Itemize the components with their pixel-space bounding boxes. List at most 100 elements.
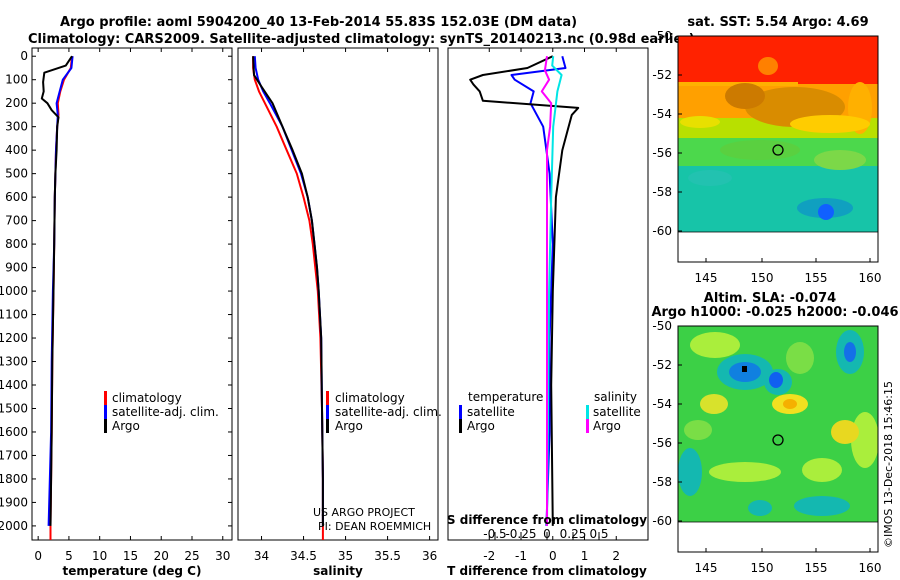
legend-argo: Argo — [335, 419, 363, 433]
depth-tick-label: 0 — [20, 49, 28, 63]
depth-tick-label: 1800 — [0, 472, 28, 486]
series-line-s-argo — [540, 56, 553, 526]
lat-tick-label: -50 — [652, 319, 672, 333]
x-tick-label: 36 — [422, 549, 437, 563]
salinity-panel: 34 34.5 35 35.5 36 salinity climatology sate… — [237, 47, 442, 578]
figure-title-line1: Argo profile: aoml 5904200_40 13-Feb-201… — [60, 15, 577, 30]
sla-map: Altim. SLA: -0.074 Argo h1000: -0.025 h2… — [651, 291, 898, 575]
series-line-t-argo — [469, 55, 580, 526]
t-difference-xlabel: T difference from climatology — [447, 564, 647, 578]
series-line-t-satellite — [510, 55, 567, 526]
legend-satellite: satellite-adj. clim. — [335, 405, 442, 419]
lon-tick-label: 155 — [805, 271, 828, 285]
legend-s-argo: Argo — [593, 419, 621, 433]
legend-satellite: satellite-adj. clim. — [112, 405, 219, 419]
temperature-series — [40, 55, 74, 540]
temperature-x-axis: 0 5 10 15 20 25 30 — [34, 48, 230, 563]
salinity-legend: climatology satellite-adj. clim. Argo — [326, 391, 442, 433]
sst-lon-ticks: 145 150 155 160 — [695, 258, 882, 285]
x-tick-label: 15 — [123, 549, 138, 563]
lon-tick-label: 150 — [751, 271, 774, 285]
s-difference-label: S difference from climatology — [447, 513, 647, 527]
series-line-s-satellite — [546, 56, 563, 526]
temperature-panel: 0100200300400500600700800900100011001200… — [0, 47, 648, 578]
depth-tick-label: 200 — [5, 96, 28, 110]
legend-salinity-title: salinity — [594, 390, 637, 404]
sst-map-title: sat. SST: 5.54 Argo: 4.69 — [687, 15, 868, 30]
x-tick-label: -1 — [515, 549, 527, 563]
s-x-tick-label: 0.25 — [560, 527, 587, 541]
sla-field — [678, 326, 878, 523]
legend-swatch-s-argo — [586, 419, 589, 433]
lat-tick-label: -56 — [652, 436, 672, 450]
lat-tick-label: -58 — [652, 475, 672, 489]
legend-swatch-t-argo — [459, 419, 462, 433]
sla-map-title2: Argo h1000: -0.025 h2000: -0.046 — [651, 305, 898, 320]
depth-tick-label: 1500 — [0, 401, 28, 415]
sst-lat-ticks: -50 -52 -54 -56 -58 -60 — [652, 29, 682, 238]
x-tick-label: 35 — [338, 549, 353, 563]
temperature-xlabel: temperature (deg C) — [63, 564, 202, 578]
legend-swatch-t-satellite — [459, 405, 462, 419]
depth-tick-label: 700 — [5, 214, 28, 228]
lat-tick-label: -58 — [652, 185, 672, 199]
x-tick-label: 30 — [215, 549, 230, 563]
x-tick-label: 25 — [184, 549, 199, 563]
series-line-argo — [252, 56, 324, 526]
x-tick-label: 20 — [154, 549, 169, 563]
lon-tick-label: 145 — [695, 561, 718, 575]
x-tick-label: -2 — [483, 549, 495, 563]
x-tick-label: 1 — [581, 549, 589, 563]
legend-swatch-satellite — [326, 405, 329, 419]
legend-climatology: climatology — [335, 391, 405, 405]
s-difference-x-axis: -0.5-0.25 0 0.25 0.5 — [483, 527, 608, 541]
series-line-argo — [40, 55, 73, 526]
legend-s-satellite: satellite — [593, 405, 641, 419]
depth-tick-label: 1100 — [0, 308, 28, 322]
sla-lat-ticks: -50 -52 -54 -56 -58 -60 — [652, 319, 682, 528]
lon-tick-label: 160 — [859, 271, 882, 285]
sst-map: sat. SST: 5.54 Argo: 4.69 -50-52-54- — [652, 15, 881, 285]
s-x-tick-label: -0.5 — [483, 527, 506, 541]
sla-lon-ticks: 145 150 155 160 — [695, 548, 881, 575]
sst-field — [678, 36, 878, 233]
difference-series — [469, 55, 580, 526]
depth-tick-label: 1300 — [0, 355, 28, 369]
x-tick-label: 35.5 — [374, 549, 401, 563]
depth-tick-label: 2000 — [0, 519, 28, 533]
legend-swatch-s-satellite — [586, 405, 589, 419]
x-tick-label: 34.5 — [290, 549, 317, 563]
pi-label: PI: DEAN ROEMMICH — [318, 520, 431, 533]
depth-tick-label: 1900 — [0, 495, 28, 509]
legend-t-satellite: satellite — [467, 405, 515, 419]
depth-tick-label: 300 — [5, 120, 28, 134]
x-tick-label: 0 — [549, 549, 557, 563]
depth-tick-label: 1000 — [0, 284, 28, 298]
x-tick-label: 10 — [92, 549, 107, 563]
difference-panel: -2 -1 0 1 2 -0.5-0.25 0 0.25 0.5 S difference f… — [447, 47, 649, 578]
lat-tick-label: -54 — [652, 107, 672, 121]
salinity-xlabel: salinity — [313, 564, 363, 578]
lat-tick-label: -56 — [652, 146, 672, 160]
lon-tick-label: 150 — [751, 561, 774, 575]
difference-legend: temperature salinity satellite Argo sate… — [459, 390, 641, 433]
imos-credit: ©IMOS 13-Dec-2018 15:46:15 — [882, 381, 895, 548]
figure-title-line2: Climatology: CARS2009. Satellite-adjuste… — [28, 32, 695, 47]
float-position-marker — [772, 434, 784, 446]
depth-tick-label: 1400 — [0, 378, 28, 392]
depth-tick-label: 1700 — [0, 448, 28, 462]
legend-swatch-satellite — [104, 405, 107, 419]
temperature-legend: climatology satellite-adj. clim. Argo — [104, 391, 219, 433]
lat-tick-label: -52 — [652, 358, 672, 372]
x-tick-label: 0 — [34, 549, 42, 563]
depth-tick-label: 600 — [5, 190, 28, 204]
depth-tick-label: 100 — [5, 73, 28, 87]
x-tick-label: 2 — [612, 549, 620, 563]
sla-map-title1: Altim. SLA: -0.074 — [704, 291, 836, 306]
lon-tick-label: 155 — [805, 561, 828, 575]
legend-swatch-argo — [326, 419, 329, 433]
depth-tick-label: 1600 — [0, 425, 28, 439]
s-x-tick-label: 0.5 — [589, 527, 608, 541]
legend-temperature-title: temperature — [468, 390, 543, 404]
project-label: US ARGO PROJECT — [313, 506, 415, 519]
